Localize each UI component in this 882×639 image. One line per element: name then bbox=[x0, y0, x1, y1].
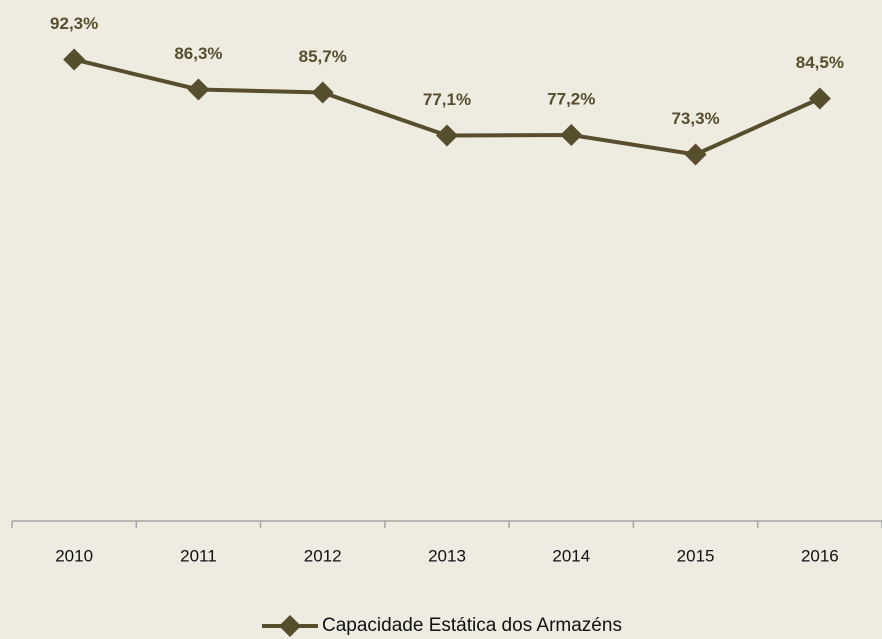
point bbox=[187, 78, 210, 101]
point bbox=[436, 124, 458, 147]
data-label: 73,3% bbox=[671, 109, 719, 128]
x-tick-label: 2015 bbox=[677, 546, 715, 565]
data-label: 86,3% bbox=[174, 44, 222, 63]
legend-marker bbox=[279, 615, 301, 637]
point bbox=[63, 48, 86, 71]
x-tick-label: 2013 bbox=[428, 546, 466, 565]
x-tick-label: 2016 bbox=[801, 546, 839, 565]
data-label: 85,7% bbox=[299, 47, 347, 66]
data-label: 77,1% bbox=[423, 90, 471, 109]
data-label: 77,2% bbox=[547, 89, 595, 108]
data-label: 92,3% bbox=[50, 14, 98, 33]
data-label: 84,5% bbox=[796, 53, 844, 72]
x-tick-label: 2011 bbox=[180, 546, 217, 565]
point bbox=[684, 143, 707, 166]
x-tick-label: 2014 bbox=[552, 546, 590, 565]
point bbox=[808, 87, 831, 110]
legend-label: Capacidade Estática dos Armazéns bbox=[322, 615, 622, 636]
x-tick-label: 2012 bbox=[304, 546, 342, 565]
x-tick-label: 2010 bbox=[55, 546, 93, 565]
point bbox=[560, 124, 583, 146]
point bbox=[311, 81, 334, 104]
